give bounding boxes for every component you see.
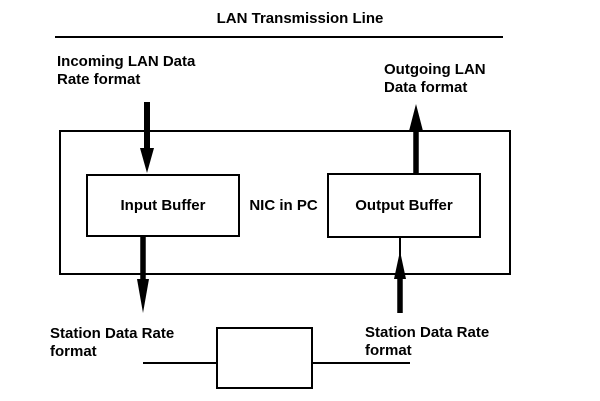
output-buffer-label: Output Buffer <box>355 197 453 214</box>
nic-in-pc-label: NIC in PC <box>249 197 318 214</box>
input-buffer-box: Input Buffer <box>86 174 240 237</box>
station-data-rate-right-label: Station Data Rate format <box>365 324 490 359</box>
outgoing-lan-data-label: Outgoing LAN Data format <box>384 61 486 96</box>
transmission-line-divider <box>55 36 503 38</box>
station-right-connector-line <box>313 362 410 364</box>
input-buffer-label: Input Buffer <box>120 197 206 214</box>
station-box <box>216 327 313 389</box>
output-buffer-box: Output Buffer <box>327 173 481 238</box>
incoming-lan-data-label: Incoming LAN Data Rate format <box>57 53 196 88</box>
station-left-connector-line <box>143 362 216 364</box>
station-data-rate-left-label: Station Data Rate format <box>50 325 175 360</box>
diagram-title: LAN Transmission Line <box>216 10 384 27</box>
